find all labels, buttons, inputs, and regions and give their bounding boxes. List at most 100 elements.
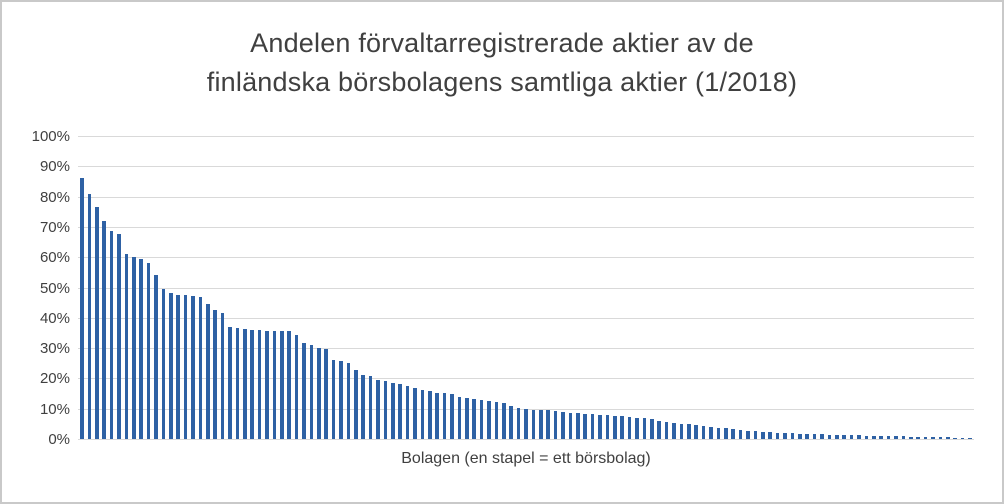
bar [968, 437, 972, 439]
y-tick-label: 70% [39, 218, 70, 236]
bar [139, 258, 143, 439]
bar [154, 275, 158, 439]
bar [923, 436, 928, 439]
y-tick-label: 50% [39, 279, 70, 297]
bar [598, 414, 602, 439]
gridline [78, 439, 974, 440]
bar [679, 423, 684, 439]
y-tick-label: 60% [39, 249, 70, 267]
bar [124, 254, 129, 439]
bar [746, 430, 750, 439]
bar [827, 434, 832, 439]
bar [228, 326, 232, 439]
bar [524, 409, 528, 439]
bar [960, 437, 965, 439]
gridline [78, 136, 974, 137]
bar [724, 428, 728, 439]
bar [109, 231, 114, 439]
plot-area [78, 136, 974, 440]
bar [635, 417, 639, 439]
y-tick-label: 40% [39, 309, 70, 327]
bar [487, 401, 491, 439]
bar [798, 433, 802, 439]
bar [650, 419, 654, 439]
bar [250, 329, 254, 439]
y-tick-label: 30% [39, 340, 70, 358]
bar [531, 409, 536, 439]
bar [272, 330, 277, 439]
bar [864, 435, 869, 439]
bar [738, 429, 743, 439]
y-tick-label: 10% [39, 400, 70, 418]
bar [309, 345, 314, 439]
bar [931, 436, 935, 439]
bar [590, 414, 595, 439]
bar [664, 422, 669, 439]
bar [161, 289, 166, 439]
y-tick-label: 80% [39, 188, 70, 206]
y-tick-label: 20% [39, 370, 70, 388]
bar [294, 334, 299, 439]
bar [857, 435, 861, 439]
bar [879, 435, 883, 439]
bar [546, 410, 550, 439]
bar [849, 435, 854, 439]
bar [768, 432, 772, 439]
bar [775, 432, 780, 439]
bar [132, 257, 136, 439]
bar [605, 415, 610, 439]
bar [820, 434, 824, 439]
bar [472, 399, 476, 439]
bar [257, 330, 262, 439]
bar [146, 263, 151, 439]
gridline [78, 348, 974, 350]
bar [324, 349, 328, 439]
bar [583, 413, 587, 439]
bar [198, 296, 203, 439]
bar [243, 329, 247, 439]
bar [420, 389, 425, 439]
bar [783, 432, 787, 439]
bar [435, 392, 439, 439]
gridline [78, 408, 974, 410]
bar [346, 363, 351, 439]
bar [354, 369, 358, 439]
bar [812, 434, 817, 439]
bar [339, 361, 343, 439]
bar [479, 399, 484, 439]
y-tick-label: 0% [48, 431, 70, 448]
bar [642, 418, 647, 439]
bar [916, 436, 920, 439]
bar [753, 431, 758, 439]
bar [235, 328, 240, 439]
bar [627, 416, 632, 439]
x-axis-title: Bolagen (en stapel = ett börsbolag) [401, 450, 651, 467]
gridline [78, 257, 974, 259]
bar [687, 424, 691, 439]
gridline [78, 226, 974, 228]
bar [302, 342, 306, 439]
bar [213, 310, 217, 439]
bar [457, 396, 462, 439]
bar [117, 234, 121, 439]
y-tick-label: 90% [39, 158, 70, 176]
bar [561, 412, 565, 439]
bar [494, 402, 499, 439]
bar [95, 207, 99, 439]
bar [317, 347, 321, 439]
bar [361, 375, 365, 439]
bar [672, 423, 676, 439]
bar [509, 405, 513, 439]
bar [413, 387, 417, 439]
bar [709, 426, 713, 439]
bar [442, 392, 447, 439]
bar [539, 410, 543, 439]
bar [398, 383, 402, 439]
bar [894, 436, 898, 439]
bar [383, 381, 388, 439]
bar [657, 421, 661, 439]
bar [87, 193, 92, 439]
bar [80, 178, 84, 439]
bar [953, 437, 957, 439]
bar [265, 330, 269, 439]
